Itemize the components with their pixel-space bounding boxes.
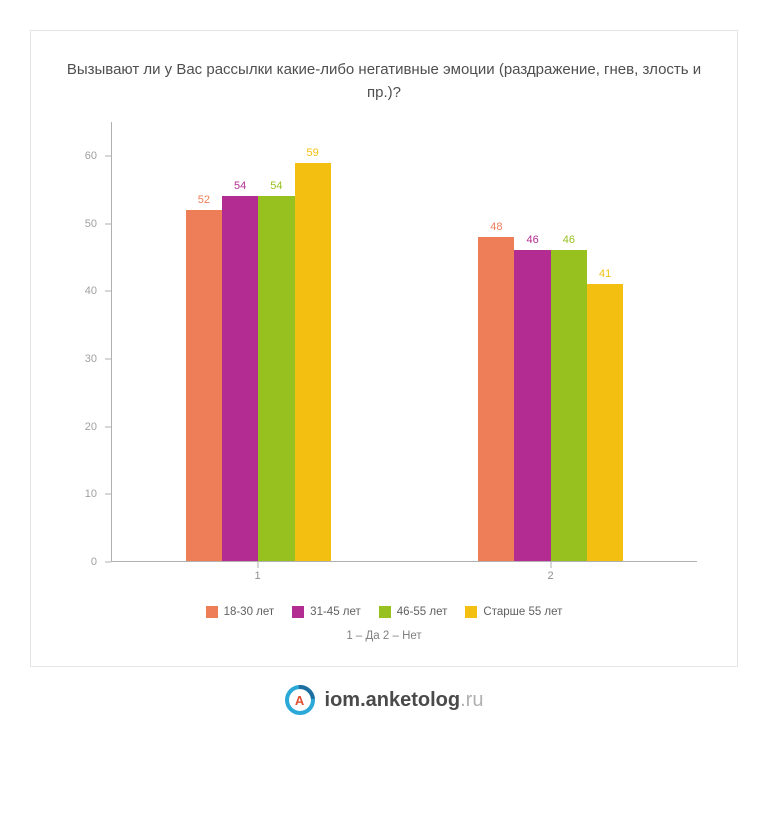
y-tick-label: 0 — [91, 556, 97, 568]
bar-value-label: 54 — [270, 180, 282, 192]
y-tick-label: 50 — [85, 218, 97, 230]
legend-label: 31-45 лет — [310, 606, 361, 618]
x-tick-label: 2 — [547, 570, 553, 582]
plot-area: 5254545948464641 — [111, 122, 697, 562]
legend-swatch — [465, 606, 477, 618]
legend-item: Старше 55 лет — [465, 606, 562, 618]
bar: 59 — [295, 163, 331, 561]
legend-swatch — [379, 606, 391, 618]
bar: 48 — [478, 237, 514, 561]
y-tick-label: 30 — [85, 353, 97, 365]
y-axis: 0102030405060 — [61, 122, 105, 562]
branding-text: iom.anketolog.ru — [325, 689, 484, 712]
legend-swatch — [292, 606, 304, 618]
bar: 54 — [258, 196, 294, 561]
legend-item: 31-45 лет — [292, 606, 361, 618]
bar: 46 — [514, 250, 550, 561]
bar: 52 — [186, 210, 222, 561]
branding: A iom.anketolog.ru — [285, 685, 484, 715]
footnote: 1 – Да 2 – Нет — [61, 630, 707, 642]
y-tick-label: 40 — [85, 285, 97, 297]
legend-label: Старше 55 лет — [483, 606, 562, 618]
bar: 46 — [551, 250, 587, 561]
bar-value-label: 46 — [563, 234, 575, 246]
bar: 54 — [222, 196, 258, 561]
legend-label: 18-30 лет — [224, 606, 275, 618]
branding-strong: iom.anketolog — [325, 689, 461, 711]
bar-value-label: 41 — [599, 268, 611, 280]
legend-item: 46-55 лет — [379, 606, 448, 618]
legend-label: 46-55 лет — [397, 606, 448, 618]
chart-title: Вызывают ли у Вас рассылки какие-либо не… — [61, 59, 707, 104]
chart-area: 0102030405060 5254545948464641 12 — [61, 122, 707, 592]
x-axis: 12 — [111, 562, 697, 592]
bar: 41 — [587, 284, 623, 561]
y-tick-label: 10 — [85, 488, 97, 500]
x-tick-mark — [257, 562, 258, 568]
logo-letter: A — [295, 693, 304, 708]
bar-value-label: 52 — [198, 194, 210, 206]
x-tick-label: 1 — [254, 570, 260, 582]
legend-swatch — [206, 606, 218, 618]
branding-light: .ru — [460, 689, 483, 711]
bar-value-label: 48 — [490, 221, 502, 233]
bar-value-label: 59 — [307, 147, 319, 159]
legend-item: 18-30 лет — [206, 606, 275, 618]
x-tick-mark — [550, 562, 551, 568]
logo-icon: A — [285, 685, 315, 715]
bar-value-label: 46 — [526, 234, 538, 246]
chart-card: Вызывают ли у Вас рассылки какие-либо не… — [30, 30, 738, 667]
y-tick-label: 20 — [85, 421, 97, 433]
legend: 18-30 лет 31-45 лет 46-55 лет Старше 55 лет — [61, 606, 707, 618]
y-tick-label: 60 — [85, 150, 97, 162]
bar-value-label: 54 — [234, 180, 246, 192]
